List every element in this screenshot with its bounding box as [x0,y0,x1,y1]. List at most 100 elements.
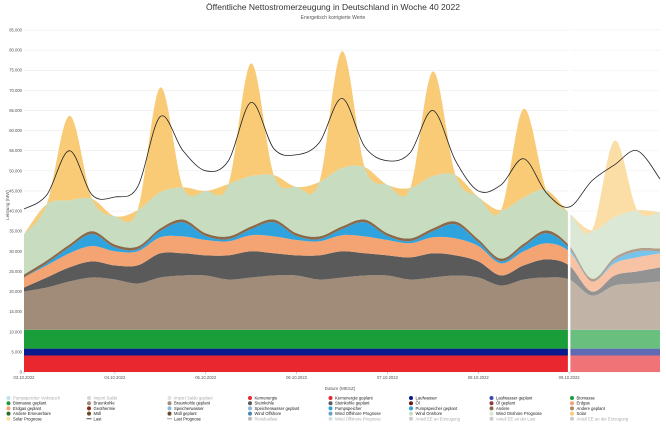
y-tick-label: 5.000 [12,349,23,354]
stacked-areas [24,30,660,372]
y-tick-label: 60.000 [9,128,22,133]
legend-label: Biomasse geplant [13,401,47,406]
legend-swatch [570,401,574,406]
legend-label: Erdgas geplant [13,406,42,411]
legend-swatch [167,401,172,406]
legend-entry: Import Saldo geplant [167,396,213,401]
legend-swatch [570,416,574,421]
area-biomasse [24,329,660,349]
legend-label: Öl [416,401,420,406]
legend-label: Wind Offshore Prognose [335,411,381,416]
legend-swatch [167,396,172,400]
area-erdgas [24,234,660,292]
legend-entry: Öl geplant [489,401,516,406]
area-wind-onshore [24,165,660,279]
legend-swatch [6,396,11,400]
legend-entry: Anteil EE an Erzeugung [409,416,461,421]
legend-swatch [570,406,574,411]
legend-swatch [489,406,494,411]
legend-entry: Andere [489,406,510,411]
y-tick-label: 15.000 [9,309,22,314]
area-pumpspeicher [24,222,660,282]
legend-entry: Andere geplant [570,406,606,411]
y-tick-label: 40.000 [9,209,22,214]
legend-swatch [6,416,11,421]
legend-entry: Braunkohle [87,401,115,406]
legend-label: Laufwasser [416,396,438,401]
legend-swatch [248,396,252,400]
chart-subtitle: Energetisch korrigierte Werte [301,15,366,21]
legend-label: Braunkohle [94,401,116,406]
area-steinkohle [24,251,660,296]
legend-swatch [248,416,252,421]
y-tick-label: 20.000 [9,289,22,294]
legend-swatch [409,416,413,421]
legend-label: Steinkohle geplant [335,401,370,406]
y-tick-label: 55.000 [9,148,22,153]
y-tick-label: 85.000 [9,28,22,33]
x-axis: 03.10.2022 04.10.2022 05.10.2022 06.10.2022… [14,372,581,380]
legend-swatch [570,396,574,400]
legend-label: Wind Offshore [255,411,282,416]
y-tick-label: 75.000 [9,68,22,73]
legend-entry: Öl [409,401,420,406]
legend-entry: Erdgas geplant [6,406,42,411]
legend-entry: Kernenergie geplant [328,396,374,401]
legend-label: Andere Erneuerbare [13,411,52,416]
legend-label: Last [94,416,103,421]
x-tick-label: 08.10.2022 [468,375,490,380]
legend-label: Speicherwasser [174,406,204,411]
legend-label: Braunkohle geplant [174,401,211,406]
legend-label: Solar Prognose [13,416,43,421]
legend-swatch [167,406,172,411]
legend-entry: Pumpspeicher [328,406,362,411]
legend-entry: Anteil EE an der Erzeugung [570,416,629,421]
legend-entry: Wind Onshore [409,411,443,416]
legend-swatch [87,406,91,411]
legend-swatch [167,411,172,416]
y-axis: 0 5.000 10.000 15.000 20.000 25.000 30.000 35.0… [9,28,22,375]
legend-label: Müll [94,411,102,416]
legend-label: Wind Offshore Prognose [335,416,381,421]
legend-label: Pumpspeicher geplant [416,406,459,411]
legend-label: Andere geplant [577,406,606,411]
line-last [23,97,661,210]
y-tick-label: 70.000 [9,88,22,93]
legend-swatch [6,401,11,406]
legend-swatch [409,411,413,416]
legend-swatch [489,416,494,421]
legend-swatch [328,411,333,416]
legend-swatch [248,401,252,406]
legend-label: Andere [496,406,510,411]
y-tick-label: 50.000 [9,168,22,173]
legend-label: Öl geplant [496,401,516,406]
legend-entry: Steinkohle geplant [328,401,370,406]
legend-entry: Müll [87,411,101,416]
y-tick-label: 10.000 [9,329,22,334]
y-tick-label: 45.000 [9,188,22,193]
legend-swatch [87,401,91,406]
y-tick-label: 0 [20,370,23,375]
forecast-overlay [569,30,660,372]
legend-label: Import Saldo geplant [174,396,213,401]
legend-entry: Last Prognose [167,416,202,421]
legend-swatch [489,401,494,406]
legend-label: Speicherwasser geplant [255,406,301,411]
legend-entry: Speicherwasser geplant [248,406,300,411]
y-tick-label: 25.000 [9,269,22,274]
legend-label: Kernenergie [255,396,278,401]
legend-label: Anteil EE an der Erzeugung [577,416,629,421]
legend-entry: Laufwasser geplant [489,396,533,401]
legend-swatch [409,406,413,411]
x-tick-label: 09.10.2022 [559,375,581,380]
legend-label: Wind Onshore [416,411,443,416]
legend-swatch [489,396,494,400]
y-tick-label: 65.000 [9,108,22,113]
legend-swatch [328,401,333,406]
legend-label: Erdgas [577,401,590,406]
y-tick-label: 30.000 [9,249,22,254]
legend-label: Anteil EE an der Last [496,416,536,421]
legend-entry: Residuallast [248,416,278,421]
area-braunkohle [24,275,660,330]
legend-swatch [328,406,333,411]
